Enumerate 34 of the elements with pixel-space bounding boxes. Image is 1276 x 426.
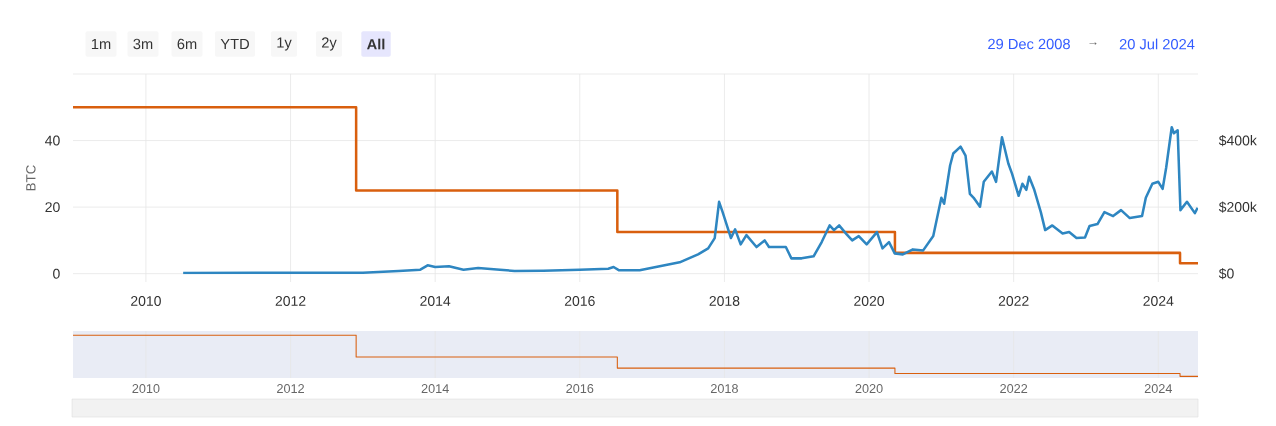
text: 3m: [133, 38, 153, 50]
x-tick-label: 2024: [1144, 384, 1173, 394]
x-tick-label: 2022: [998, 296, 1029, 306]
x-tick-label: 2010: [131, 296, 161, 306]
x-tick-label: 2020: [855, 384, 883, 394]
text: YTD: [220, 38, 249, 50]
text: 29 Dec 2008: [988, 38, 1070, 50]
y2-tick-label: $200k: [1218, 201, 1257, 213]
x-tick-label: 2022: [1000, 384, 1028, 394]
y2-tick-label: $0: [1218, 268, 1234, 280]
x-tick-label: 2014: [421, 384, 449, 394]
y-axis-title: BTC: [26, 165, 36, 191]
x-tick-label: 2018: [709, 296, 740, 306]
text: 1m: [91, 38, 111, 50]
x-tick-label: 2016: [564, 296, 595, 306]
x-tick-label: 2016: [566, 384, 594, 394]
y-tick-label: 40: [45, 135, 60, 146]
x-tick-label: 2010: [132, 384, 160, 394]
x-tick-label: 2012: [275, 296, 306, 306]
y2-tick-label: $400k: [1218, 134, 1257, 147]
text: All: [367, 38, 385, 50]
line-series: [181, 125, 1199, 275]
text: →: [1089, 42, 1097, 46]
x-tick-label: 2014: [420, 296, 451, 306]
x-tick-label: 2018: [710, 384, 738, 394]
x-tick-label: 2012: [277, 384, 304, 394]
text: 6m: [177, 38, 197, 50]
text: 20 Jul 2024: [1119, 38, 1195, 50]
x-tick-label: 2020: [854, 296, 885, 306]
y-tick-label: 20: [45, 202, 60, 213]
text: 2y: [322, 37, 337, 51]
text: 1y: [277, 37, 292, 51]
y-tick-label: 0: [53, 268, 60, 279]
x-tick-label: 2024: [1143, 296, 1174, 306]
